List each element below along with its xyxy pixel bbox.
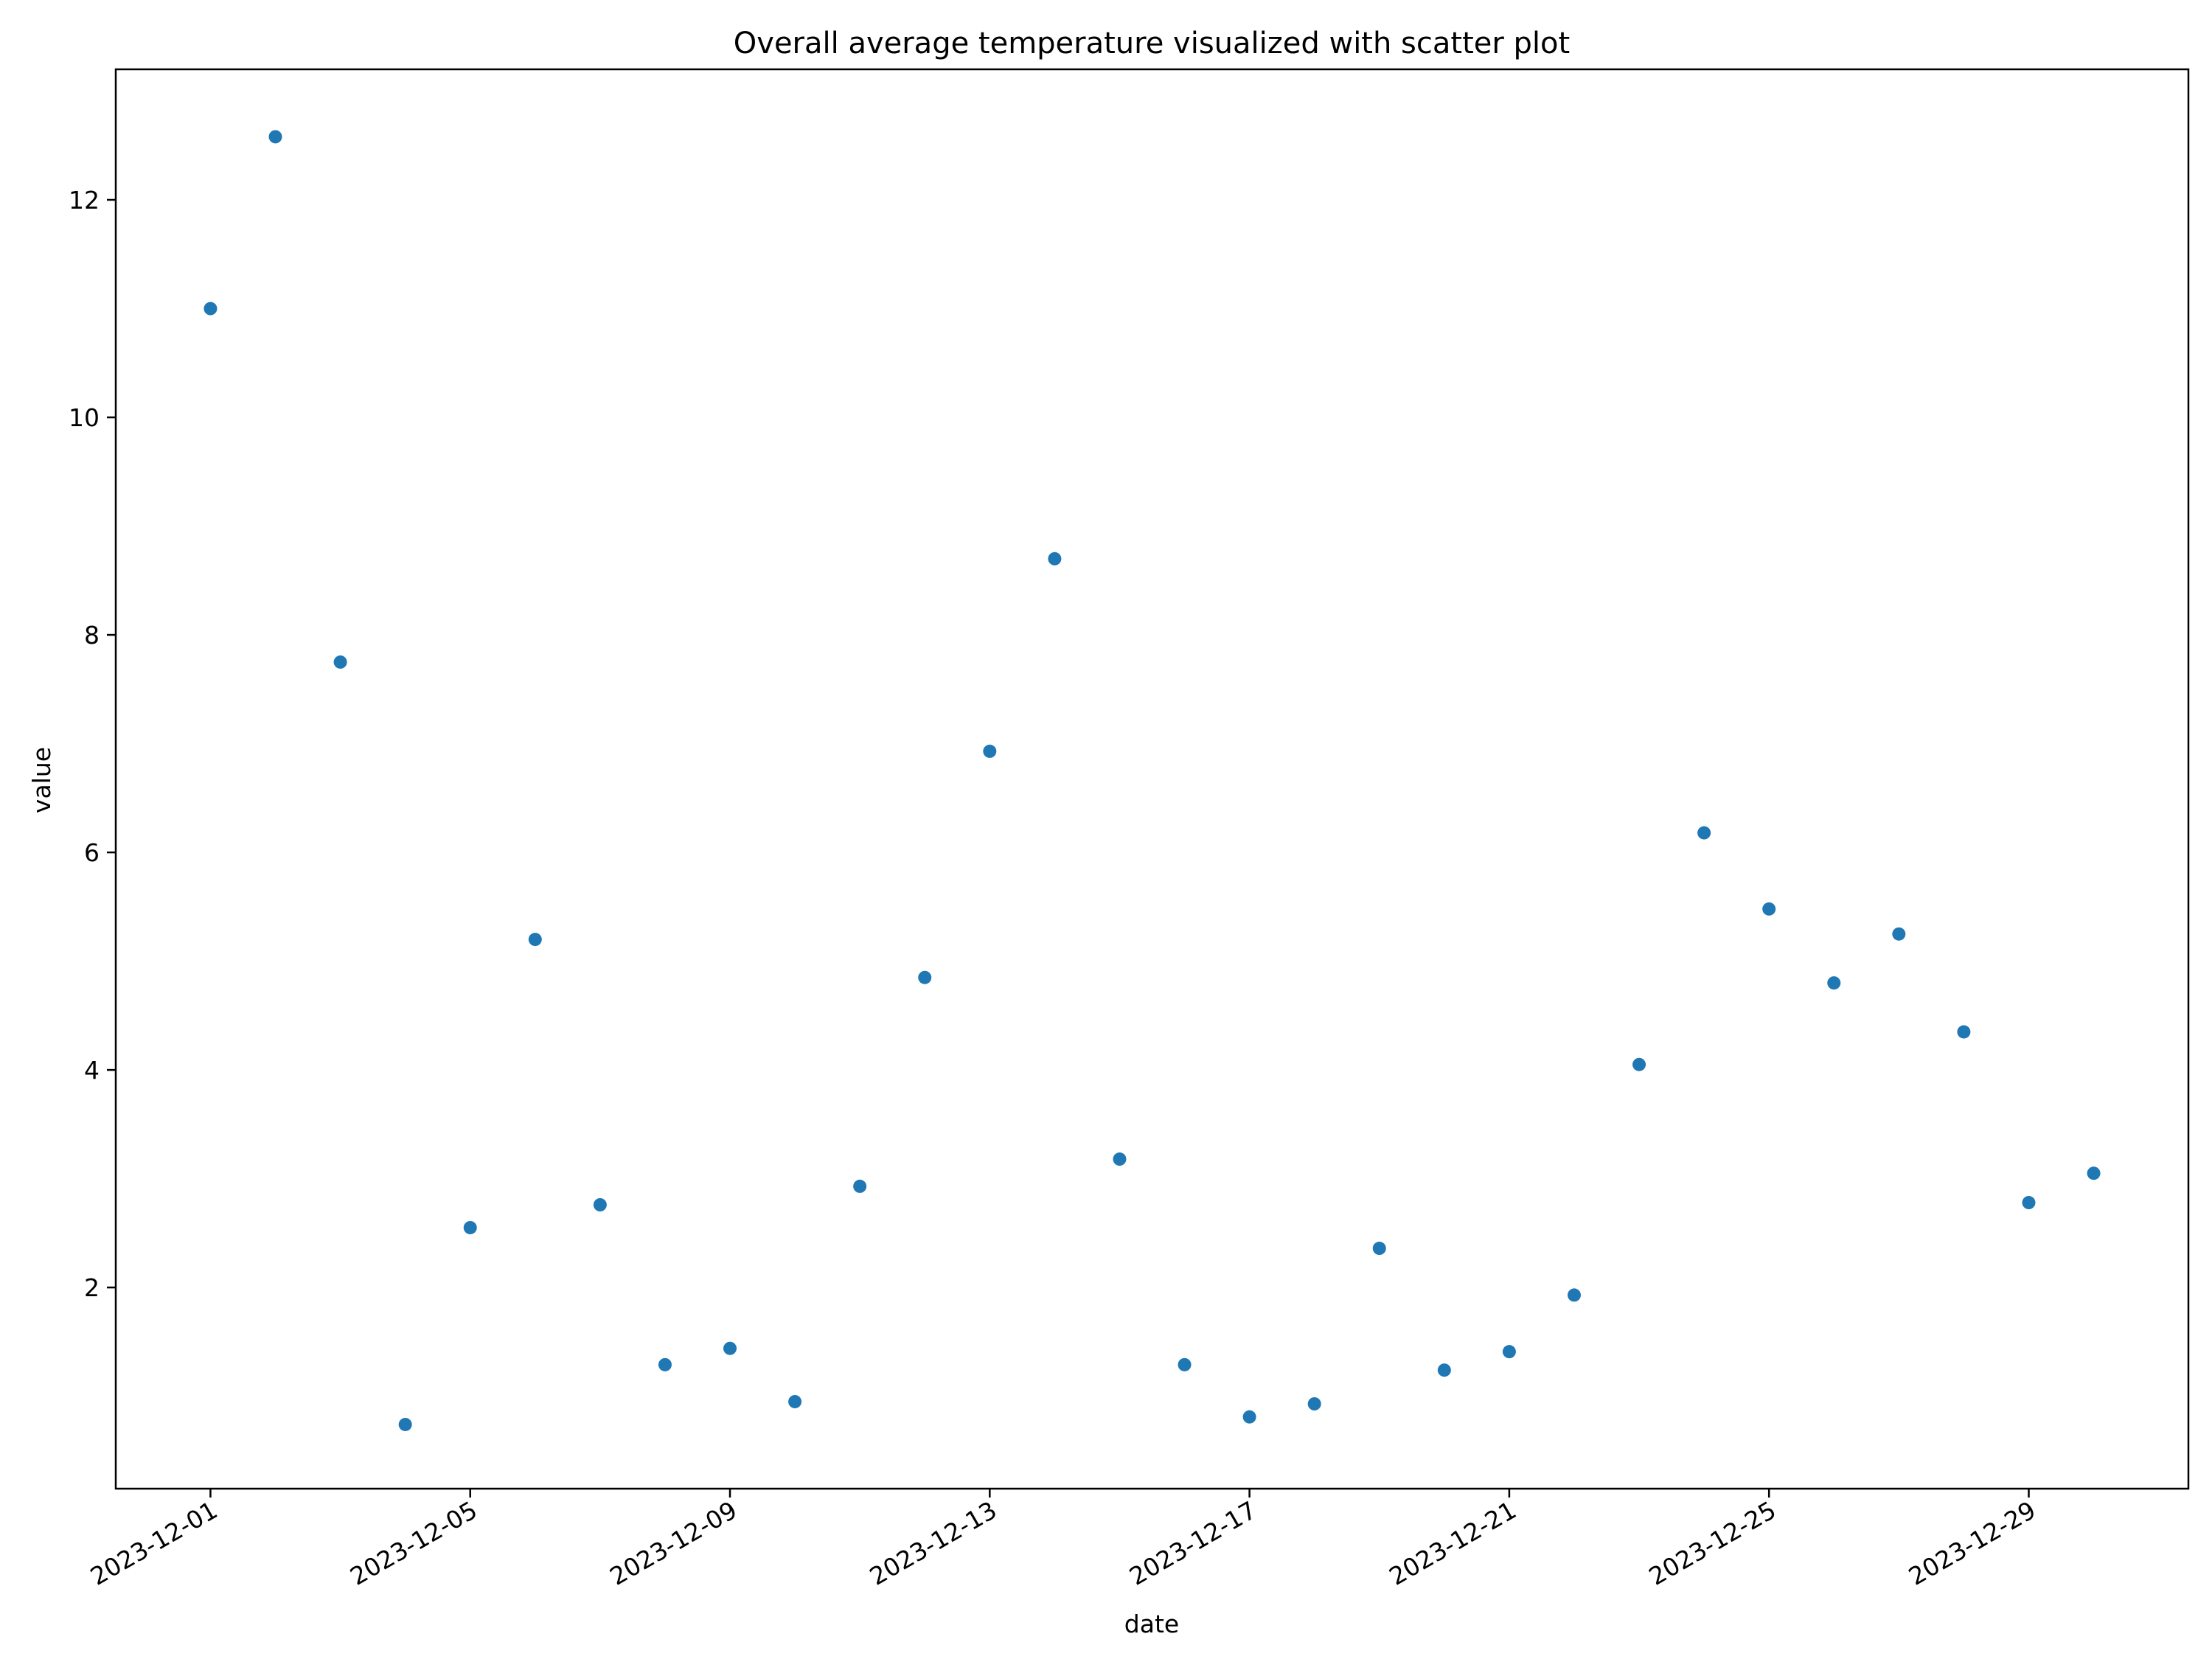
data-point	[1567, 1288, 1581, 1302]
data-point	[1307, 1397, 1321, 1411]
data-point	[2022, 1196, 2036, 1210]
data-point	[1892, 927, 1906, 941]
y-tick-label: 8	[84, 621, 100, 650]
chart-title: Overall average temperature visualized w…	[734, 27, 1570, 60]
data-point	[1372, 1242, 1386, 1256]
data-point	[658, 1357, 672, 1371]
data-point	[593, 1198, 607, 1211]
data-point	[918, 970, 932, 984]
data-point	[463, 1220, 477, 1234]
data-point	[528, 933, 542, 947]
data-point	[1437, 1363, 1451, 1377]
data-point	[723, 1341, 737, 1355]
data-point	[853, 1179, 867, 1193]
data-point	[1242, 1410, 1256, 1424]
data-point	[1178, 1357, 1192, 1371]
data-point	[333, 655, 347, 669]
data-point	[1762, 902, 1776, 916]
data-point	[268, 130, 282, 144]
data-point	[1048, 552, 1062, 566]
data-point	[204, 302, 218, 316]
y-tick-label: 10	[69, 403, 100, 432]
data-point	[398, 1417, 412, 1431]
data-point	[1502, 1345, 1516, 1359]
y-tick-label: 2	[84, 1273, 100, 1302]
data-point	[1957, 1025, 1971, 1039]
y-axis-label: value	[27, 747, 56, 813]
plot-area-frame	[114, 68, 2190, 1490]
y-axis-ticks: 2 4 6 8 10 12	[69, 186, 116, 1302]
y-tick-label: 12	[69, 186, 100, 215]
x-axis-label: date	[1124, 1610, 1179, 1638]
data-point	[2087, 1166, 2101, 1180]
data-point	[1827, 976, 1841, 990]
data-points	[204, 130, 2101, 1431]
data-point	[1697, 826, 1711, 840]
y-tick-label: 6	[84, 838, 100, 867]
data-point	[1113, 1152, 1127, 1166]
y-tick-label: 4	[84, 1056, 100, 1085]
data-point	[1632, 1057, 1646, 1071]
data-point	[788, 1394, 802, 1408]
data-point	[983, 744, 997, 758]
